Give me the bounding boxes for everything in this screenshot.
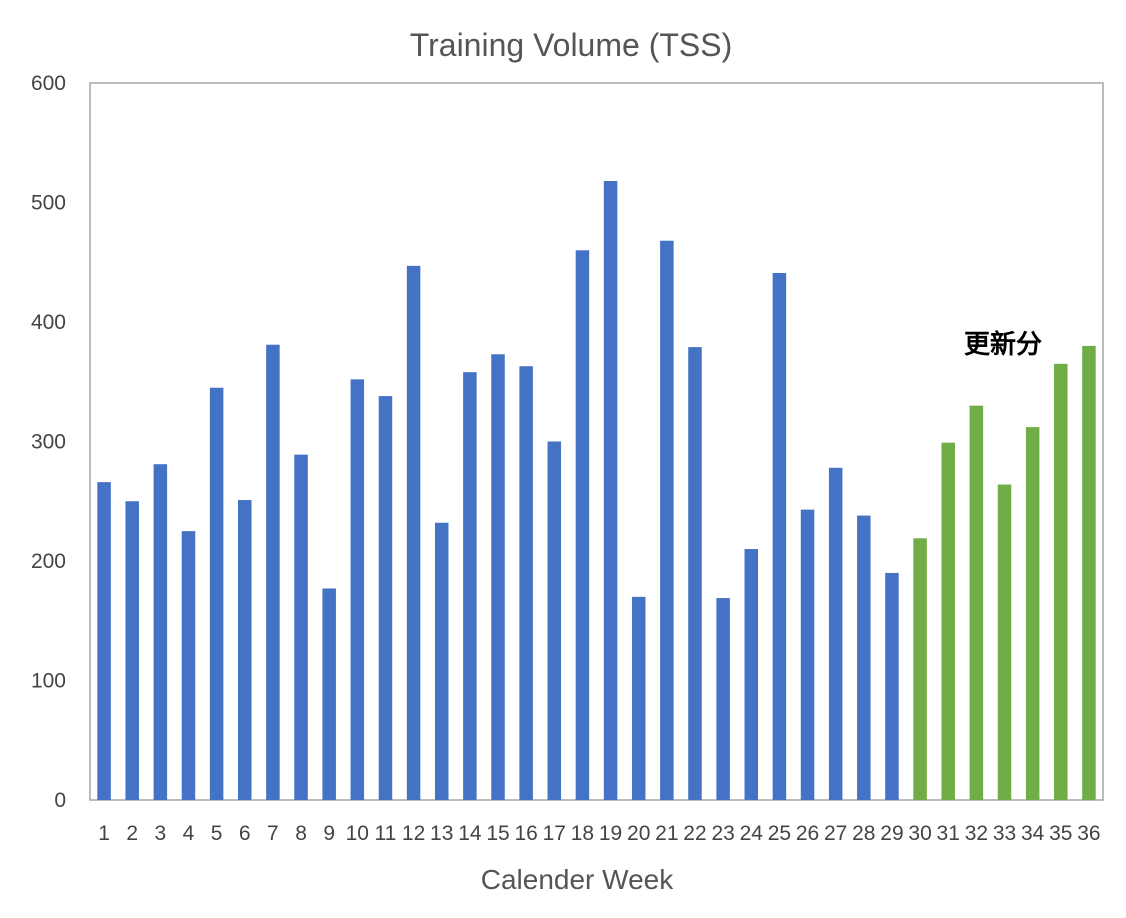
bar-week-36	[1082, 345, 1096, 800]
y-tick-label: 500	[31, 192, 66, 215]
x-tick-label: 27	[824, 822, 847, 845]
bar-week-34	[1025, 427, 1040, 800]
x-tick-label: 19	[599, 822, 622, 845]
x-tick-label: 12	[402, 822, 425, 845]
x-tick-label: 7	[267, 822, 279, 845]
x-tick-label: 24	[740, 822, 764, 845]
y-tick-label: 0	[54, 789, 66, 812]
bar-week-35	[1054, 363, 1068, 800]
x-tick-label: 31	[937, 822, 960, 845]
x-tick-label: 29	[880, 822, 903, 845]
x-tick-label: 8	[295, 822, 307, 845]
bar-week-6	[238, 500, 252, 800]
bar-week-31	[941, 442, 955, 800]
x-tick-label: 1	[98, 822, 110, 845]
x-tick-label: 30	[908, 822, 931, 845]
bar-week-8	[294, 454, 308, 800]
bar-week-32	[969, 405, 984, 800]
x-tick-label: 14	[458, 822, 482, 845]
bar-week-4	[181, 531, 196, 800]
x-tick-label: 18	[571, 822, 594, 845]
bar-week-11	[378, 396, 393, 800]
x-tick-label: 28	[852, 822, 875, 845]
bar-week-23	[716, 598, 730, 800]
y-tick-label: 200	[31, 550, 66, 573]
bar-week-25	[772, 273, 787, 800]
y-tick-label: 100	[31, 670, 66, 693]
bar-week-24	[744, 549, 759, 800]
chart-title: Training Volume (TSS)	[410, 27, 732, 63]
x-tick-label: 21	[655, 822, 678, 845]
x-tick-label: 33	[993, 822, 1016, 845]
x-tick-label: 9	[323, 822, 335, 845]
x-tick-label: 3	[155, 822, 167, 845]
bar-week-13	[434, 522, 449, 800]
x-tick-label: 11	[375, 822, 397, 845]
x-tick-label: 32	[965, 822, 988, 845]
y-tick-label: 600	[31, 72, 66, 95]
x-tick-label: 22	[683, 822, 706, 845]
bar-week-22	[688, 347, 702, 800]
bar-week-7	[266, 344, 280, 800]
x-tick-label: 35	[1049, 822, 1072, 845]
bar-week-20	[631, 596, 646, 800]
plot-area	[89, 82, 1104, 801]
x-tick-label: 36	[1077, 822, 1100, 845]
bar-week-5	[209, 387, 224, 800]
bar-week-18	[575, 250, 590, 801]
x-tick-label: 5	[211, 822, 223, 845]
bar-week-10	[350, 379, 365, 800]
bar-week-29	[885, 572, 899, 800]
x-tick-label: 10	[346, 822, 369, 845]
bar-week-19	[603, 180, 618, 801]
bar-week-9	[322, 588, 336, 800]
y-axis-ticks: 0 100 200 300 400 500 600	[31, 72, 66, 812]
x-tick-label: 26	[796, 822, 819, 845]
x-tick-label: 17	[543, 822, 566, 845]
bar-week-3	[153, 464, 168, 800]
bar-week-26	[800, 509, 815, 800]
bar-week-12	[406, 265, 421, 801]
bars	[97, 180, 1096, 801]
bar-week-30	[913, 538, 927, 800]
x-tick-label: 20	[627, 822, 650, 845]
y-tick-label: 300	[31, 431, 66, 454]
x-tick-label: 4	[183, 822, 195, 845]
annotation-label: 更新分	[964, 329, 1042, 360]
bar-week-1	[97, 482, 111, 800]
bar-week-28	[857, 515, 871, 800]
x-tick-label: 13	[430, 822, 453, 845]
x-axis-ticks: 1 2 3 4 5 6 7 8 9 10 11 12 13 14 15 16 17 18 19 20 21 22 23 24 2…	[98, 822, 1100, 845]
bar-week-27	[828, 467, 843, 800]
x-tick-label: 6	[239, 822, 251, 845]
x-tick-label: 23	[711, 822, 734, 845]
bar-week-21	[660, 240, 674, 801]
y-tick-label: 400	[31, 311, 66, 334]
x-tick-label: 2	[126, 822, 138, 845]
bar-week-33	[997, 484, 1012, 800]
x-tick-label: 15	[486, 822, 509, 845]
x-tick-label: 25	[768, 822, 791, 845]
bar-week-15	[491, 354, 505, 800]
bar-week-16	[519, 366, 533, 800]
x-axis-label: Calender Week	[481, 864, 674, 895]
x-tick-label: 34	[1021, 822, 1045, 845]
x-tick-label: 16	[514, 822, 537, 845]
bar-week-17	[547, 441, 562, 800]
bar-week-2	[125, 501, 139, 800]
bar-week-14	[463, 372, 477, 800]
